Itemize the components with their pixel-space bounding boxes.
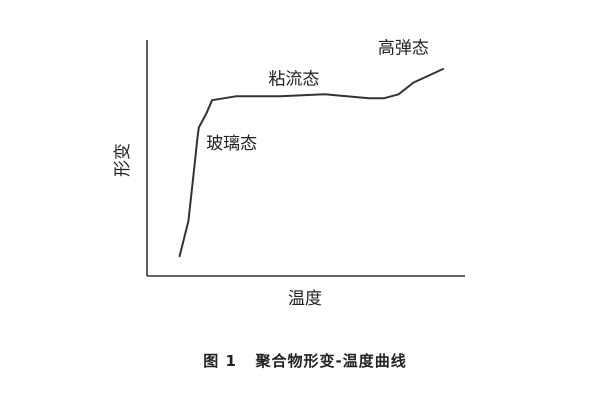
y-axis-label: 形变 [113, 143, 133, 177]
region-label: 高弹态 [378, 38, 429, 58]
figure-caption: 图 1 聚合物形变-温度曲线 [203, 352, 407, 370]
region-label: 粘流态 [268, 70, 319, 90]
x-axis-label: 温度 [288, 289, 322, 309]
region-label: 玻璃态 [206, 134, 257, 154]
series-line [178, 68, 444, 258]
annotations: 玻璃态 粘流态 高弹态 [206, 38, 429, 153]
